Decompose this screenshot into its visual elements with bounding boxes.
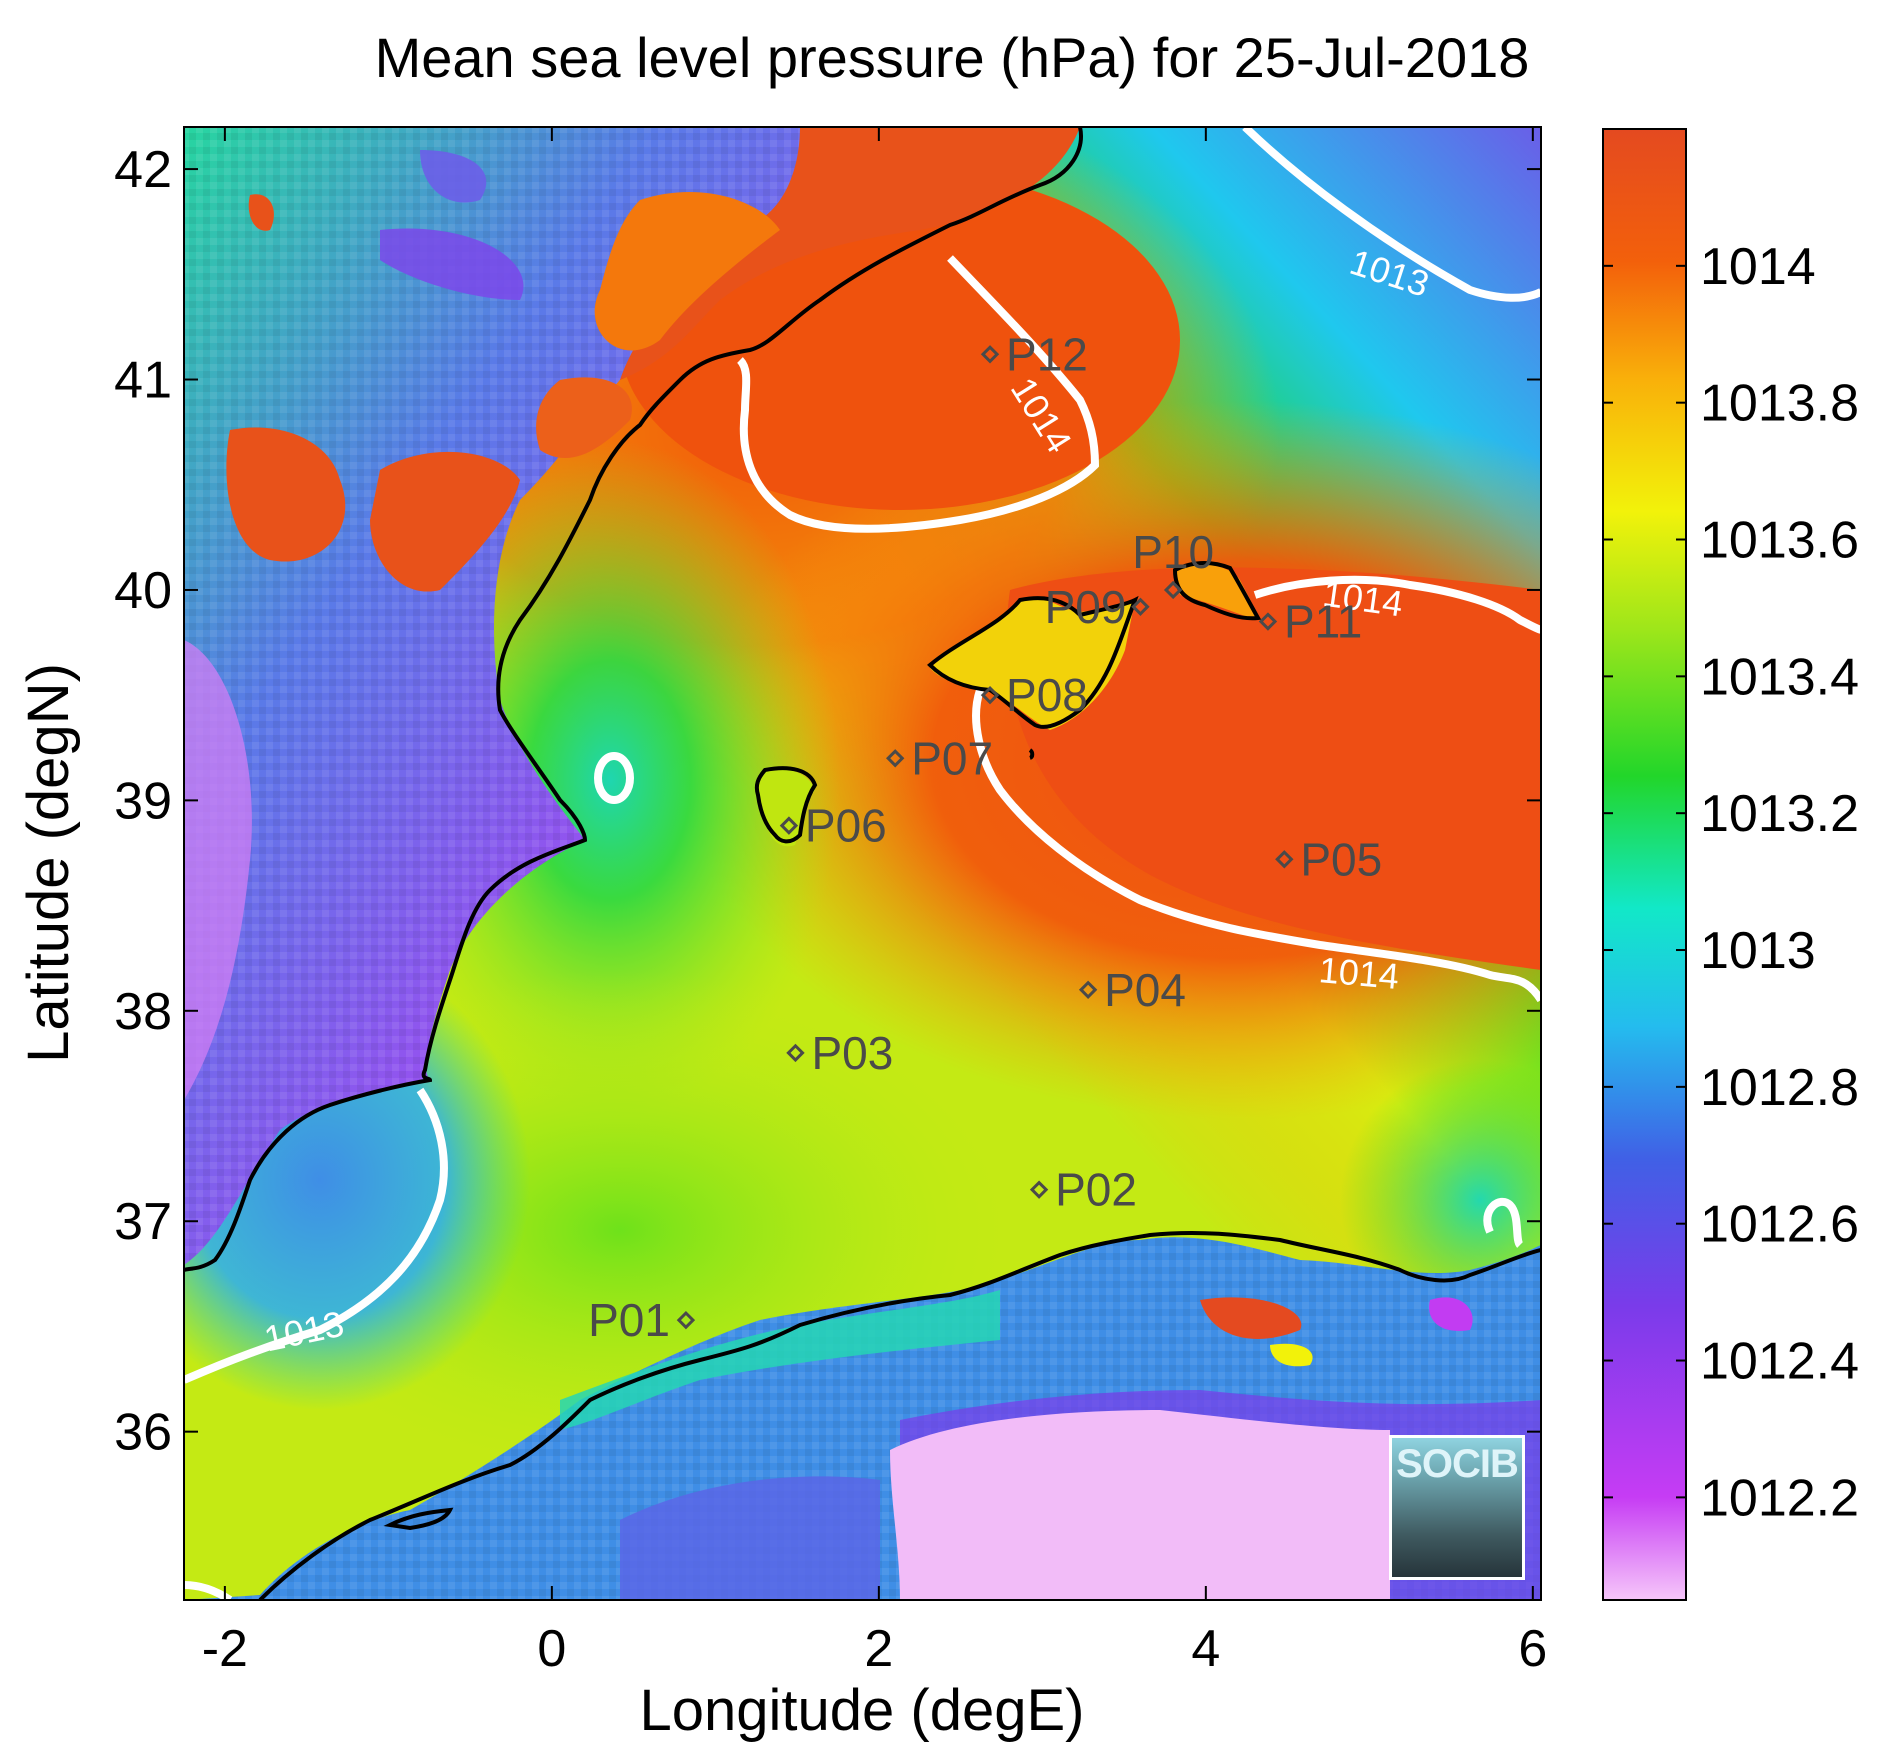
colorbar-tick-label: 1012.8 [1700, 1059, 1859, 1117]
station-marker [786, 1043, 805, 1063]
y-tick-label: 40 [114, 562, 172, 620]
station-label: P11 [1284, 596, 1362, 648]
y-tick-label: 36 [114, 1404, 172, 1462]
isobar-1013-southeast [1483, 1197, 1524, 1248]
station-marker [1163, 580, 1183, 600]
x-tick-label: 2 [864, 1620, 893, 1678]
isobar-1014-south [972, 688, 1541, 1003]
station-marker [1275, 850, 1294, 869]
station-label: P09 [1045, 581, 1127, 633]
station-marker [1029, 1180, 1049, 1199]
y-tick-label: 38 [114, 983, 172, 1041]
coast-alboran [383, 1507, 454, 1531]
station-label: P10 [1132, 526, 1214, 578]
station-label: P08 [1006, 669, 1088, 721]
y-tick-label: 39 [114, 772, 172, 830]
socib-logo: SOCIB [1389, 1435, 1525, 1580]
station-marker [980, 685, 1000, 705]
x-tick-label: 6 [1518, 1620, 1547, 1678]
station-marker [1258, 612, 1278, 631]
station-marker [1078, 980, 1098, 999]
colorbar-tick-label: 1012.6 [1700, 1196, 1859, 1254]
x-axis-label: Longitude (degE) [640, 1678, 1085, 1743]
station-label: P04 [1104, 964, 1186, 1016]
plot-frame [183, 126, 1542, 1601]
chart-title: Mean sea level pressure (hPa) for 25-Jul… [374, 26, 1530, 89]
contour-label: 1014 [1317, 949, 1400, 997]
station-marker [1131, 597, 1150, 616]
colorbar-ticks: 1012.2 1012.4 1012.6 1012.8 1013 1013.2 1013.4… [1603, 238, 1859, 1527]
colorbar [1602, 128, 1687, 1601]
socib-logo-text: SOCIB [1396, 1442, 1519, 1486]
coast-africa [258, 1230, 1541, 1600]
station-marker [779, 816, 799, 835]
y-tick-label: 42 [114, 141, 172, 199]
colorbar-tick-label: 1013.6 [1700, 512, 1859, 570]
coast-iberia [184, 127, 1083, 1272]
colorbar-tick-label: 1012.2 [1700, 1469, 1859, 1527]
colorbar-tick-label: 1014 [1700, 238, 1816, 296]
y-tick-label: 37 [114, 1193, 172, 1251]
isobar-contours [184, 127, 1541, 1600]
station-marker [886, 749, 905, 768]
station-label: P12 [1006, 328, 1088, 380]
station-label: P03 [811, 1027, 893, 1079]
y-axis-label: Latitude (degN) [16, 663, 81, 1063]
station-label: P07 [911, 732, 993, 784]
coast-ibiza [754, 766, 818, 844]
station-label: P01 [588, 1294, 670, 1346]
x-axis: -2 0 2 4 6 [202, 127, 1547, 1678]
isobar-1013-west [184, 1087, 448, 1384]
isobar-1013-north [1242, 127, 1541, 302]
isobar-low-center [594, 752, 634, 804]
isobar-1014-north [736, 255, 1100, 533]
colorbar-tick-label: 1013 [1700, 922, 1816, 980]
station-marker [980, 345, 1000, 364]
colorbar-tick-label: 1012.4 [1700, 1333, 1859, 1391]
isobar-1013-corner [184, 1581, 233, 1600]
station-label: P02 [1055, 1164, 1137, 1216]
coast-cabrera [1028, 748, 1035, 760]
x-tick-label: -2 [202, 1620, 248, 1678]
coastline [184, 127, 1541, 1600]
colorbar-tick-label: 1013.8 [1700, 375, 1859, 433]
x-tick-label: 4 [1191, 1620, 1220, 1678]
y-axis: 36 37 38 39 40 41 42 [114, 141, 1541, 1462]
station-marker [676, 1310, 696, 1330]
coast-menorca [1172, 561, 1262, 621]
colorbar-tick-label: 1013.4 [1700, 648, 1859, 706]
colorbar-tick-label: 1013.2 [1700, 785, 1859, 843]
y-tick-label: 41 [114, 352, 172, 410]
station-label: P06 [805, 800, 887, 852]
pressure-field [184, 127, 1541, 1600]
station-label: P05 [1300, 833, 1382, 885]
x-tick-label: 0 [537, 1620, 566, 1678]
isobar-1014-east [1253, 575, 1541, 634]
